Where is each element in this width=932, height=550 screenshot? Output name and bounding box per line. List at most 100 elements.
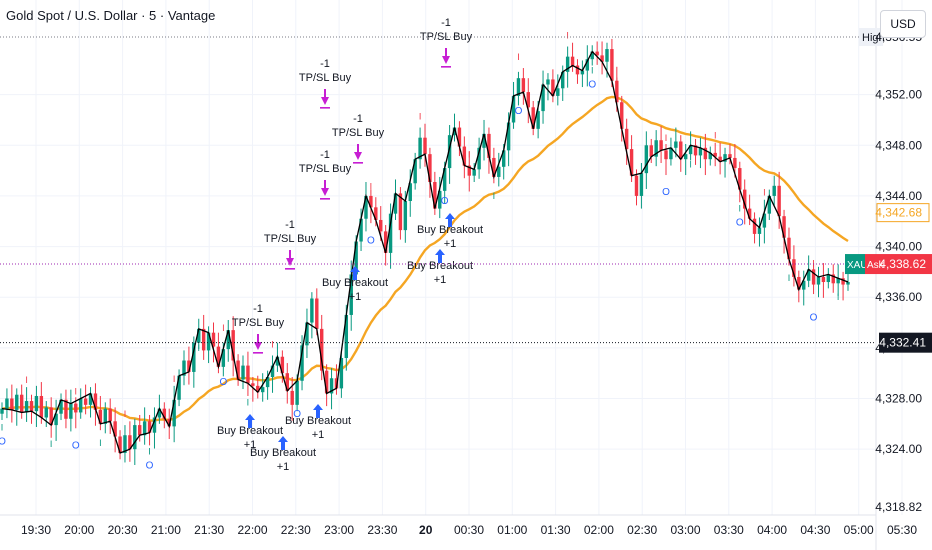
tick-signal: I bbox=[566, 31, 569, 41]
candle bbox=[565, 46, 570, 88]
candle-body bbox=[251, 383, 255, 386]
candle-body bbox=[713, 152, 717, 157]
candle bbox=[570, 42, 575, 72]
candle bbox=[64, 389, 68, 429]
tick-signal: I bbox=[714, 131, 717, 141]
candle-body bbox=[256, 385, 260, 393]
candle bbox=[831, 264, 835, 293]
candle-body bbox=[98, 409, 103, 424]
candle-body bbox=[197, 328, 201, 343]
tick-signal: I bbox=[345, 329, 348, 339]
candle-body bbox=[462, 146, 467, 166]
price-tick-label: 4,324.00 bbox=[875, 442, 922, 456]
candle-body bbox=[103, 408, 108, 424]
tick-signal: I bbox=[173, 374, 176, 384]
candle bbox=[260, 373, 265, 402]
candle-body bbox=[620, 102, 624, 129]
candle bbox=[123, 425, 127, 463]
tpsl-marker-icon bbox=[285, 250, 295, 270]
time-tick-label: 22:30 bbox=[281, 523, 311, 537]
o-marker: O bbox=[367, 235, 375, 246]
candle-body bbox=[64, 399, 68, 419]
currency-button[interactable]: USD bbox=[880, 10, 926, 38]
candle-body bbox=[5, 398, 9, 409]
time-axis[interactable]: 19:30 20:00 20:30 21:00 21:30 22:00 22:30 23:00… bbox=[0, 514, 917, 537]
tick-signal: I bbox=[1, 423, 4, 433]
candle bbox=[128, 421, 132, 462]
candle bbox=[319, 314, 324, 381]
candle bbox=[620, 95, 624, 142]
tpsl-buy-label: TP/SL Buy bbox=[264, 233, 317, 245]
candle-body bbox=[280, 356, 285, 374]
candle-body bbox=[605, 49, 609, 62]
candle bbox=[728, 144, 732, 165]
candle bbox=[659, 126, 663, 164]
candle-body bbox=[654, 140, 658, 157]
candle bbox=[757, 217, 762, 247]
candle-body bbox=[649, 145, 653, 157]
candle-body bbox=[664, 150, 668, 160]
price-axis[interactable]: 4,324.004,328.004,332.004,336.004,340.00… bbox=[845, 0, 932, 550]
tick-signal: I bbox=[517, 52, 520, 62]
candle bbox=[526, 78, 531, 124]
candle-body bbox=[300, 345, 304, 381]
candle-body bbox=[157, 408, 162, 418]
o-marker: O bbox=[515, 106, 523, 117]
tick-signal: I bbox=[788, 273, 791, 283]
candle bbox=[423, 123, 427, 167]
candle-body bbox=[821, 276, 826, 283]
candle bbox=[324, 364, 329, 407]
candle bbox=[772, 175, 776, 206]
time-tick-label: 05:00 bbox=[844, 523, 874, 537]
candle-body bbox=[49, 407, 53, 426]
candle-body bbox=[777, 185, 781, 217]
candle bbox=[782, 209, 786, 254]
candle bbox=[816, 266, 821, 298]
candle-body bbox=[831, 274, 835, 284]
price-lines bbox=[0, 36, 876, 344]
candle-body bbox=[590, 51, 594, 60]
price-tick-label: 4,336.00 bbox=[875, 290, 922, 304]
candle-body bbox=[438, 190, 442, 209]
candle-body bbox=[295, 380, 299, 405]
candle-body bbox=[319, 328, 324, 371]
candle bbox=[334, 364, 339, 395]
candle bbox=[669, 137, 673, 166]
high-tag-bg bbox=[859, 28, 883, 47]
candle-body bbox=[0, 408, 4, 414]
tick-signal: I bbox=[50, 439, 53, 449]
candle bbox=[162, 402, 167, 429]
candle-body bbox=[221, 349, 226, 367]
candle-body bbox=[477, 147, 481, 170]
time-tick-label: 01:00 bbox=[497, 523, 527, 537]
zigzag-path bbox=[1, 50, 849, 454]
candle-body bbox=[138, 425, 142, 436]
candle bbox=[693, 138, 698, 165]
candle-body bbox=[472, 169, 476, 176]
candle-body bbox=[78, 398, 83, 413]
candle bbox=[49, 397, 53, 438]
time-tick-label: 05:30 bbox=[887, 523, 917, 537]
candle-body bbox=[752, 218, 757, 234]
candle bbox=[595, 41, 599, 65]
candle-body bbox=[59, 399, 63, 414]
time-tick-label: 04:00 bbox=[757, 523, 787, 537]
candle-body bbox=[698, 147, 703, 156]
tpsl-buy-label: TP/SL Buy bbox=[232, 317, 285, 329]
candle-body bbox=[118, 436, 122, 453]
tick-signal: I bbox=[665, 133, 668, 143]
buy-breakout-label: Buy Breakout bbox=[285, 415, 351, 427]
signal-count-label: +1 bbox=[244, 439, 257, 451]
candle bbox=[546, 73, 550, 101]
candle-body bbox=[24, 401, 29, 413]
candle bbox=[231, 316, 235, 377]
candle bbox=[88, 387, 93, 418]
candle bbox=[388, 203, 393, 269]
candle bbox=[182, 350, 186, 386]
o-marker: O bbox=[146, 461, 154, 472]
o-marker: O bbox=[219, 377, 227, 388]
signal-count-label: -1 bbox=[320, 149, 330, 161]
candle-body bbox=[334, 378, 339, 389]
candle bbox=[138, 414, 142, 442]
